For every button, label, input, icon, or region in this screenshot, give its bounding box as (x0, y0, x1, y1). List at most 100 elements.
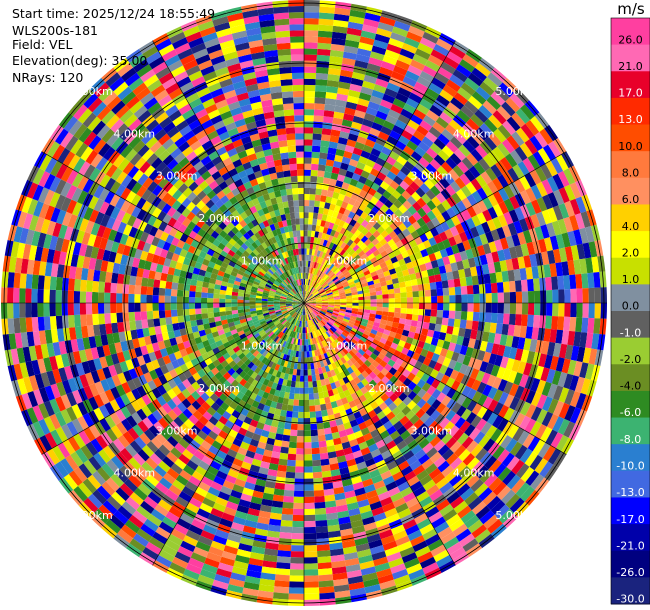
velocity-cell (483, 273, 491, 284)
velocity-cell (315, 336, 320, 344)
velocity-cell (207, 337, 216, 345)
velocity-cell (330, 216, 337, 224)
velocity-cell (264, 480, 276, 489)
velocity-cell (235, 432, 245, 442)
velocity-cell (407, 439, 419, 451)
velocity-cell (475, 370, 486, 382)
velocity-cell (294, 472, 304, 479)
velocity-cell (267, 360, 274, 368)
velocity-cell (385, 481, 398, 492)
velocity-cell (411, 221, 421, 231)
velocity-cell (530, 184, 543, 200)
velocity-cell (407, 390, 418, 401)
velocity-cell (271, 369, 278, 377)
velocity-cell (90, 438, 103, 453)
velocity-cell (171, 385, 182, 396)
velocity-cell (417, 340, 426, 349)
velocity-cell (272, 445, 282, 453)
velocity-cell (335, 449, 345, 458)
velocity-cell (234, 323, 242, 330)
velocity-cell (347, 21, 364, 31)
velocity-cell (363, 74, 378, 84)
velocity-cell (294, 478, 304, 485)
velocity-cell (519, 175, 531, 191)
velocity-cell (480, 171, 493, 185)
velocity-cell (256, 327, 264, 333)
velocity-cell (346, 239, 354, 247)
velocity-cell (266, 412, 275, 421)
velocity-cell (315, 262, 320, 270)
velocity-cell (352, 450, 363, 459)
velocity-cell (318, 580, 334, 588)
velocity-cell (364, 367, 373, 376)
velocity-cell (158, 295, 165, 303)
velocity-cell (392, 317, 400, 324)
velocity-cell (308, 295, 314, 300)
velocity-cell (71, 187, 83, 202)
velocity-cell (248, 275, 256, 281)
velocity-cell (239, 386, 248, 395)
velocity-cell (412, 303, 420, 310)
velocity-cell (311, 145, 321, 153)
velocity-cell (171, 431, 183, 443)
velocity-cell (202, 339, 210, 348)
velocity-cell (374, 335, 382, 342)
velocity-cell (356, 330, 364, 337)
velocity-cell (182, 340, 191, 349)
velocity-cell (280, 297, 287, 301)
velocity-cell (136, 355, 146, 366)
velocity-cell (448, 119, 463, 132)
velocity-cell (212, 359, 221, 368)
velocity-cell (292, 300, 299, 303)
velocity-cell (308, 218, 313, 225)
velocity-cell (288, 309, 294, 313)
velocity-cell (497, 344, 506, 357)
velocity-cell (338, 461, 348, 469)
velocity-cell (318, 18, 334, 26)
velocity-cell (471, 67, 488, 82)
velocity-cell (67, 315, 75, 328)
velocity-cell (393, 160, 404, 171)
velocity-cell (343, 195, 351, 204)
velocity-cell (415, 227, 425, 237)
velocity-cell (278, 458, 288, 466)
velocity-cell (283, 312, 290, 318)
velocity-cell (412, 211, 422, 222)
velocity-cell (331, 560, 346, 569)
velocity-cell (56, 264, 65, 278)
velocity-cell (314, 307, 321, 312)
velocity-cell (399, 546, 415, 558)
velocity-cell (19, 303, 26, 318)
velocity-cell (304, 301, 310, 303)
velocity-cell (503, 345, 512, 358)
velocity-cell (331, 166, 341, 175)
velocity-cell (192, 410, 203, 421)
velocity-cell (575, 392, 587, 410)
velocity-cell (32, 184, 44, 201)
velocity-cell (389, 203, 399, 214)
velocity-cell (397, 135, 410, 146)
velocity-cell (177, 545, 194, 558)
velocity-cell (220, 337, 229, 345)
velocity-cell (317, 322, 322, 329)
velocity-cell (470, 368, 480, 380)
velocity-cell (79, 218, 90, 232)
velocity-cell (256, 290, 264, 295)
velocity-cell (244, 290, 251, 295)
velocity-cell (98, 504, 114, 520)
velocity-cell (243, 339, 251, 346)
velocity-cell (395, 92, 409, 104)
velocity-cell (360, 427, 371, 436)
velocity-cell (445, 79, 461, 93)
velocity-cell (326, 344, 332, 352)
velocity-cell (530, 473, 545, 490)
velocity-cell (258, 354, 265, 362)
velocity-cell (188, 497, 203, 509)
velocity-cell (237, 306, 244, 310)
velocity-cell (304, 66, 317, 74)
velocity-cell (318, 207, 325, 215)
velocity-cell (388, 37, 404, 49)
velocity-cell (471, 320, 479, 331)
velocity-cell (340, 298, 347, 302)
velocity-cell (219, 311, 227, 317)
